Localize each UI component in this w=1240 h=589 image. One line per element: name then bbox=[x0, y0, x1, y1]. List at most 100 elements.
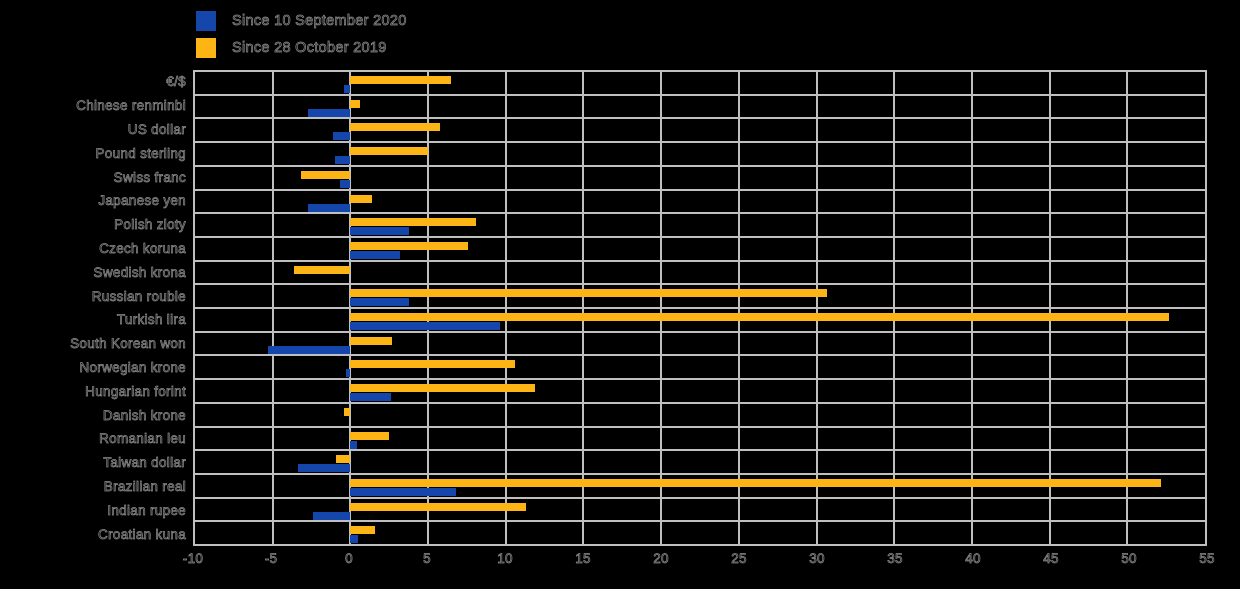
chart-row bbox=[195, 522, 1205, 544]
bar-since-oct-2019 bbox=[350, 147, 429, 156]
x-axis-tick-label: 55 bbox=[1199, 551, 1215, 567]
legend-swatch-icon bbox=[196, 37, 216, 58]
bar-since-oct-2019 bbox=[350, 241, 469, 250]
bar-since-sep-2020 bbox=[350, 440, 357, 449]
chart-legend: Since 10 September 2020 Since 28 October … bbox=[196, 7, 407, 61]
chart-row bbox=[195, 143, 1205, 167]
chart-row bbox=[195, 119, 1205, 144]
bar-since-oct-2019 bbox=[350, 76, 452, 84]
y-axis-label: Pound sterling bbox=[95, 145, 186, 161]
chart-row bbox=[195, 309, 1205, 333]
bar-since-oct-2019 bbox=[300, 170, 351, 179]
plot-area bbox=[193, 70, 1207, 546]
chart-row bbox=[195, 167, 1205, 191]
chart-row bbox=[195, 380, 1205, 404]
y-axis-label: Norwegian krone bbox=[79, 359, 186, 376]
bar-since-sep-2020 bbox=[313, 511, 351, 520]
y-axis-label: Polish zloty bbox=[114, 217, 186, 233]
bar-rows bbox=[195, 72, 1205, 544]
bar-since-sep-2020 bbox=[333, 132, 351, 141]
bar-since-sep-2020 bbox=[297, 464, 351, 473]
bar-since-oct-2019 bbox=[350, 123, 441, 132]
y-axis-label: South Korean won bbox=[70, 336, 186, 352]
y-axis-label: US dollar bbox=[127, 121, 186, 138]
y-axis-label: Swiss franc bbox=[113, 169, 186, 185]
x-axis-tick-label: 45 bbox=[1043, 551, 1059, 567]
chart-row bbox=[195, 191, 1205, 215]
y-axis-label: Taiwan dollar bbox=[103, 455, 186, 471]
y-axis-label: Brazilian real bbox=[103, 478, 186, 495]
bar-since-sep-2020 bbox=[350, 535, 359, 544]
bar-since-sep-2020 bbox=[350, 393, 391, 402]
x-axis-tick-label: 15 bbox=[575, 551, 591, 567]
bar-since-oct-2019 bbox=[350, 99, 360, 108]
x-axis-tick-label: 50 bbox=[1121, 551, 1137, 567]
x-axis-tick-label: 35 bbox=[887, 551, 903, 567]
bar-since-oct-2019 bbox=[350, 194, 373, 203]
y-axis-label: Romanian leu bbox=[99, 431, 186, 447]
y-axis-label: Czech koruna bbox=[99, 240, 186, 257]
bar-since-oct-2019 bbox=[294, 265, 351, 274]
y-axis-label: Japanese yen bbox=[98, 193, 186, 209]
bar-since-sep-2020 bbox=[350, 298, 410, 307]
legend-item: Since 10 September 2020 bbox=[196, 7, 407, 34]
bar-since-sep-2020 bbox=[308, 203, 351, 212]
chart-row bbox=[195, 428, 1205, 452]
bar-since-sep-2020 bbox=[345, 369, 351, 378]
y-axis-label: Croatian kuna bbox=[98, 526, 186, 542]
bar-since-sep-2020 bbox=[334, 156, 351, 165]
chart-row bbox=[195, 451, 1205, 475]
chart-row bbox=[195, 356, 1205, 381]
bar-since-oct-2019 bbox=[350, 218, 477, 227]
chart-row bbox=[195, 475, 1205, 499]
bar-since-oct-2019 bbox=[350, 313, 1170, 322]
chart-row bbox=[195, 285, 1205, 310]
legend-label: Since 28 October 2019 bbox=[232, 39, 387, 56]
x-axis-tick-label: 40 bbox=[965, 551, 981, 567]
x-axis-tick-label: 5 bbox=[423, 551, 431, 567]
chart-row bbox=[195, 333, 1205, 357]
bar-since-oct-2019 bbox=[350, 360, 516, 369]
chart-row bbox=[195, 238, 1205, 262]
chart-row bbox=[195, 499, 1205, 523]
bar-since-oct-2019 bbox=[350, 478, 1162, 487]
x-axis-tick-label: 30 bbox=[809, 551, 825, 567]
x-axis-labels: -10 -5 0 5 10 15 20 25 30 35 40 45 50 55 bbox=[182, 551, 1214, 573]
bar-since-oct-2019 bbox=[350, 289, 828, 298]
x-axis-tick-label: -10 bbox=[182, 551, 204, 567]
chart-row bbox=[195, 262, 1205, 286]
y-axis-label: Indian rupee bbox=[107, 502, 186, 518]
bar-since-sep-2020 bbox=[268, 345, 351, 354]
y-axis-label: Turkish lira bbox=[116, 312, 187, 328]
bar-since-oct-2019 bbox=[350, 336, 393, 345]
chart-row bbox=[195, 72, 1205, 96]
y-axis-label: Swedish krona bbox=[93, 264, 186, 280]
bar-since-oct-2019 bbox=[344, 407, 351, 416]
y-axis-label: €/$ bbox=[166, 74, 186, 90]
legend-item: Since 28 October 2019 bbox=[196, 34, 407, 61]
bar-since-sep-2020 bbox=[339, 179, 351, 188]
x-axis-tick-label: -5 bbox=[264, 551, 278, 567]
bar-since-sep-2020 bbox=[308, 108, 351, 117]
bar-since-oct-2019 bbox=[350, 431, 390, 440]
y-axis-label: Hungarian forint bbox=[85, 383, 186, 399]
bar-since-oct-2019 bbox=[350, 526, 376, 535]
chart-row bbox=[195, 404, 1205, 428]
bar-since-oct-2019 bbox=[336, 455, 351, 464]
x-axis-tick-label: 25 bbox=[731, 551, 747, 567]
y-axis-label: Chinese renminbi bbox=[76, 98, 186, 114]
x-axis-tick-label: 20 bbox=[653, 551, 669, 567]
y-axis-label: Russian rouble bbox=[91, 288, 186, 304]
x-axis-tick-label: 10 bbox=[497, 551, 513, 567]
bar-since-sep-2020 bbox=[350, 487, 457, 496]
chart-row bbox=[195, 214, 1205, 238]
y-axis-label: Danish krone bbox=[102, 407, 186, 423]
x-axis-tick-label: 0 bbox=[345, 551, 353, 567]
legend-label: Since 10 September 2020 bbox=[232, 12, 407, 29]
legend-swatch-icon bbox=[196, 10, 216, 31]
bar-since-sep-2020 bbox=[350, 227, 410, 236]
chart-row bbox=[195, 96, 1205, 120]
bar-since-sep-2020 bbox=[344, 85, 351, 93]
bar-since-sep-2020 bbox=[350, 250, 401, 259]
